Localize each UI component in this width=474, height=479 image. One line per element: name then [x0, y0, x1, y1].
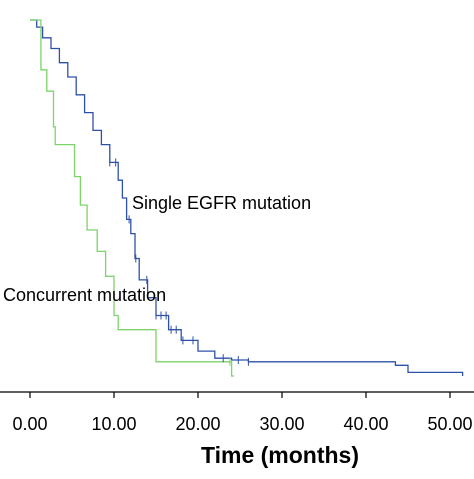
x-axis [0, 391, 474, 398]
x-tick-label: 40.00 [343, 414, 388, 434]
series-line-single [30, 19, 464, 376]
plot-lines [30, 19, 464, 377]
x-tick-label: 50.00 [427, 414, 472, 434]
x-tick-label: 20.00 [175, 414, 220, 434]
censor-marks [109, 158, 249, 366]
series-line-concurrent [30, 19, 235, 377]
x-tick-labels: 0.00 10.00 20.00 30.00 40.00 50.00 [12, 414, 472, 434]
x-tick-label: 30.00 [259, 414, 304, 434]
annotation-single-egfr: Single EGFR mutation [132, 193, 311, 213]
x-axis-title: Time (months) [201, 442, 359, 468]
x-tick-label: 10.00 [91, 414, 136, 434]
annotation-concurrent-mutation: Concurrent mutation [3, 285, 166, 305]
x-tick-label: 0.00 [12, 414, 47, 434]
